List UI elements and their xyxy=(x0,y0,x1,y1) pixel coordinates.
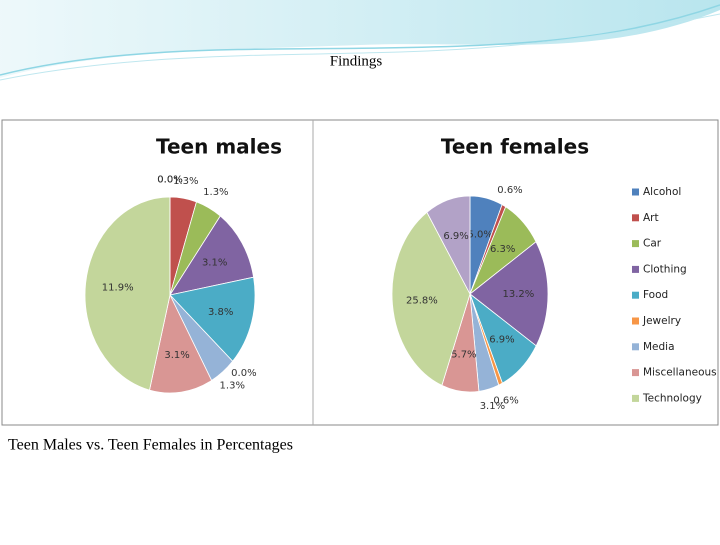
data-label: 5.7% xyxy=(451,349,476,360)
data-label: 3.1% xyxy=(480,401,505,412)
data-label: 0.0% xyxy=(157,174,182,185)
data-label: 25.8% xyxy=(406,296,438,307)
legend-label: Food xyxy=(643,289,668,301)
data-label: 3.1% xyxy=(202,258,227,269)
data-label: 5.0% xyxy=(467,230,492,241)
pie-slice xyxy=(84,196,171,391)
legend-swatch xyxy=(632,240,639,248)
data-label: 3.1% xyxy=(164,350,189,361)
caption: Teen Males vs. Teen Females in Percentag… xyxy=(8,437,293,454)
legend-label: Car xyxy=(643,238,662,250)
legend-label: Miscellaneous xyxy=(643,367,717,379)
pie-slice xyxy=(426,195,471,295)
data-label: 1.3% xyxy=(203,187,228,198)
legend-swatch xyxy=(632,188,639,196)
legend-swatch xyxy=(632,343,639,351)
pie-slice xyxy=(169,276,256,362)
data-label: 0.0% xyxy=(157,174,182,185)
legend-label: Alcohol xyxy=(643,186,681,198)
legend-swatch xyxy=(632,265,639,273)
chart-title: Teen males xyxy=(156,135,282,159)
slide-title: Findings xyxy=(330,53,383,69)
legend-swatch xyxy=(632,291,639,299)
legend-label: Technology xyxy=(642,392,702,404)
data-label: 0.0% xyxy=(231,368,256,379)
data-label: 13.2% xyxy=(502,289,534,300)
header-wave xyxy=(0,0,720,81)
data-label: 6.3% xyxy=(490,244,515,255)
data-label: 1.3% xyxy=(173,176,198,187)
data-label: 6.9% xyxy=(443,231,468,242)
data-label: 3.8% xyxy=(208,307,233,318)
legend-label: Media xyxy=(643,341,675,353)
legend-label: Clothing xyxy=(643,263,687,275)
legend-label: Art xyxy=(643,212,659,224)
chart-title: Teen females xyxy=(441,135,589,159)
data-label: 11.9% xyxy=(102,283,134,294)
pie-slice xyxy=(391,211,471,386)
pie-slice xyxy=(169,215,255,296)
legend-label: Jewelry xyxy=(642,315,681,327)
legend-swatch xyxy=(632,317,639,325)
legend-swatch xyxy=(632,214,639,222)
data-label: 0.6% xyxy=(497,185,522,196)
data-label: 0.6% xyxy=(493,395,518,406)
legend-swatch xyxy=(632,369,639,377)
legend-swatch xyxy=(632,394,639,402)
pie-slice xyxy=(469,241,549,347)
data-label: 6.9% xyxy=(489,335,514,346)
data-label: 1.3% xyxy=(220,381,245,392)
